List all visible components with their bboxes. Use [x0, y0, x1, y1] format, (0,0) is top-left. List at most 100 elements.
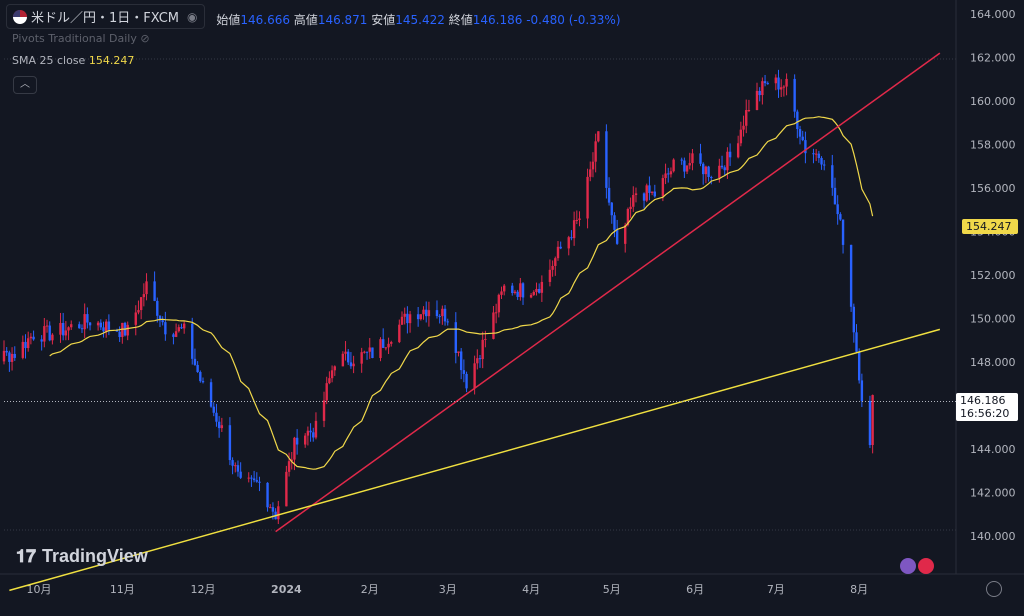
candle-body [145, 281, 148, 295]
gear-icon[interactable] [986, 581, 1002, 597]
symbol-title[interactable]: 米ドル／円・1日・FXCM [31, 11, 180, 26]
watermark-text: TradingView [42, 546, 148, 566]
sma-price-tag: 154.247 [962, 219, 1018, 234]
event-icon[interactable] [900, 558, 916, 574]
candle-body [454, 322, 457, 353]
sma-indicator[interactable]: SMA 25 close 154.247 [12, 54, 134, 67]
candle-body [126, 324, 129, 336]
candle-body [13, 353, 16, 358]
candle-body [228, 425, 232, 461]
candle-body [137, 310, 140, 313]
candle-body [309, 430, 312, 433]
candle-body [80, 328, 84, 330]
x-tick-label: 4月 [522, 583, 540, 596]
candle-body [349, 362, 353, 367]
y-tick-label: 150.000 [970, 313, 1016, 326]
candle-body [400, 316, 404, 325]
candle-body [707, 166, 710, 177]
candle-body [610, 202, 613, 216]
candle-body [833, 187, 837, 205]
candle-body [785, 78, 788, 87]
candle-body [459, 351, 463, 371]
candle-body [836, 204, 839, 215]
hidden-eye-icon[interactable]: ⊘ [140, 32, 150, 45]
candle-body [425, 309, 428, 317]
candle-body [236, 465, 240, 472]
candle-body [153, 281, 156, 301]
candle-body [492, 312, 495, 339]
candle-body [648, 185, 651, 193]
candle-body [209, 382, 213, 407]
x-tick-label: 3月 [439, 583, 457, 596]
candle-body [718, 165, 721, 178]
y-tick-label: 144.000 [970, 443, 1016, 456]
low-label: 安値 [371, 12, 396, 27]
eye-icon[interactable]: ◉ [187, 9, 198, 24]
candle-body [365, 351, 369, 353]
candle-body [548, 269, 552, 282]
candle-body [344, 351, 347, 354]
candle-body [860, 380, 864, 402]
candle-body [379, 339, 382, 359]
candle-body [352, 363, 355, 367]
bar-countdown: 16:56:20 [960, 407, 1010, 420]
candle-body [390, 342, 393, 344]
candle-body [615, 229, 619, 244]
candle-body [51, 334, 54, 341]
candle-body [503, 285, 506, 292]
candle-body [554, 258, 557, 266]
candle-body [594, 141, 597, 162]
last-price: 146.186 [960, 394, 1006, 407]
candle-body [419, 314, 423, 320]
candle-body [215, 412, 218, 422]
candle-body [820, 158, 823, 165]
candle-body [142, 294, 146, 298]
candle-body [839, 214, 842, 220]
candle-body [691, 153, 694, 164]
candle-body [812, 153, 815, 155]
symbol-box[interactable]: 米ドル／円・1日・FXCM ◉ [6, 4, 205, 29]
trendline-red [275, 52, 941, 533]
collapse-legend-button[interactable]: ︿ [13, 76, 37, 94]
candle-body [177, 327, 181, 332]
candle-body [325, 383, 328, 401]
candle-body [290, 459, 293, 462]
candle-body [64, 330, 68, 336]
candle-body [597, 131, 600, 142]
candle-body [32, 336, 35, 340]
candle-body [629, 206, 632, 209]
candle-body [782, 86, 786, 88]
pivots-indicator[interactable]: Pivots Traditional Daily ⊘ [12, 32, 150, 45]
candle-body [191, 323, 194, 359]
candle-body [763, 81, 767, 84]
candle-body [567, 237, 570, 249]
candle-body [199, 372, 202, 382]
x-tick-label: 2024 [271, 583, 302, 596]
candle-body [88, 322, 92, 326]
y-tick-label: 156.000 [970, 182, 1016, 195]
candle-body [849, 244, 853, 307]
candle-body [626, 208, 630, 226]
candle-body [572, 220, 576, 239]
candle-body [739, 129, 743, 144]
candle-body [736, 143, 740, 158]
trendline-yellow [9, 328, 941, 592]
candle-body [134, 312, 137, 325]
candle-body [212, 406, 215, 413]
candle-body [182, 323, 186, 329]
candle-body [745, 110, 748, 126]
x-tick-label: 2月 [361, 583, 379, 596]
candle-body [285, 471, 288, 507]
tradingview-watermark: 𝟏𝟕 TradingView [16, 546, 148, 567]
candle-body [347, 351, 350, 363]
candle-body [408, 314, 412, 324]
candle-body [857, 351, 861, 381]
candle-body [868, 401, 872, 446]
x-tick-label: 7月 [767, 583, 785, 596]
candle-body [252, 478, 256, 481]
candle-body [591, 161, 595, 170]
us-event-flag-icon[interactable] [918, 558, 934, 574]
candle-body [645, 185, 648, 201]
candle-body [368, 347, 371, 352]
